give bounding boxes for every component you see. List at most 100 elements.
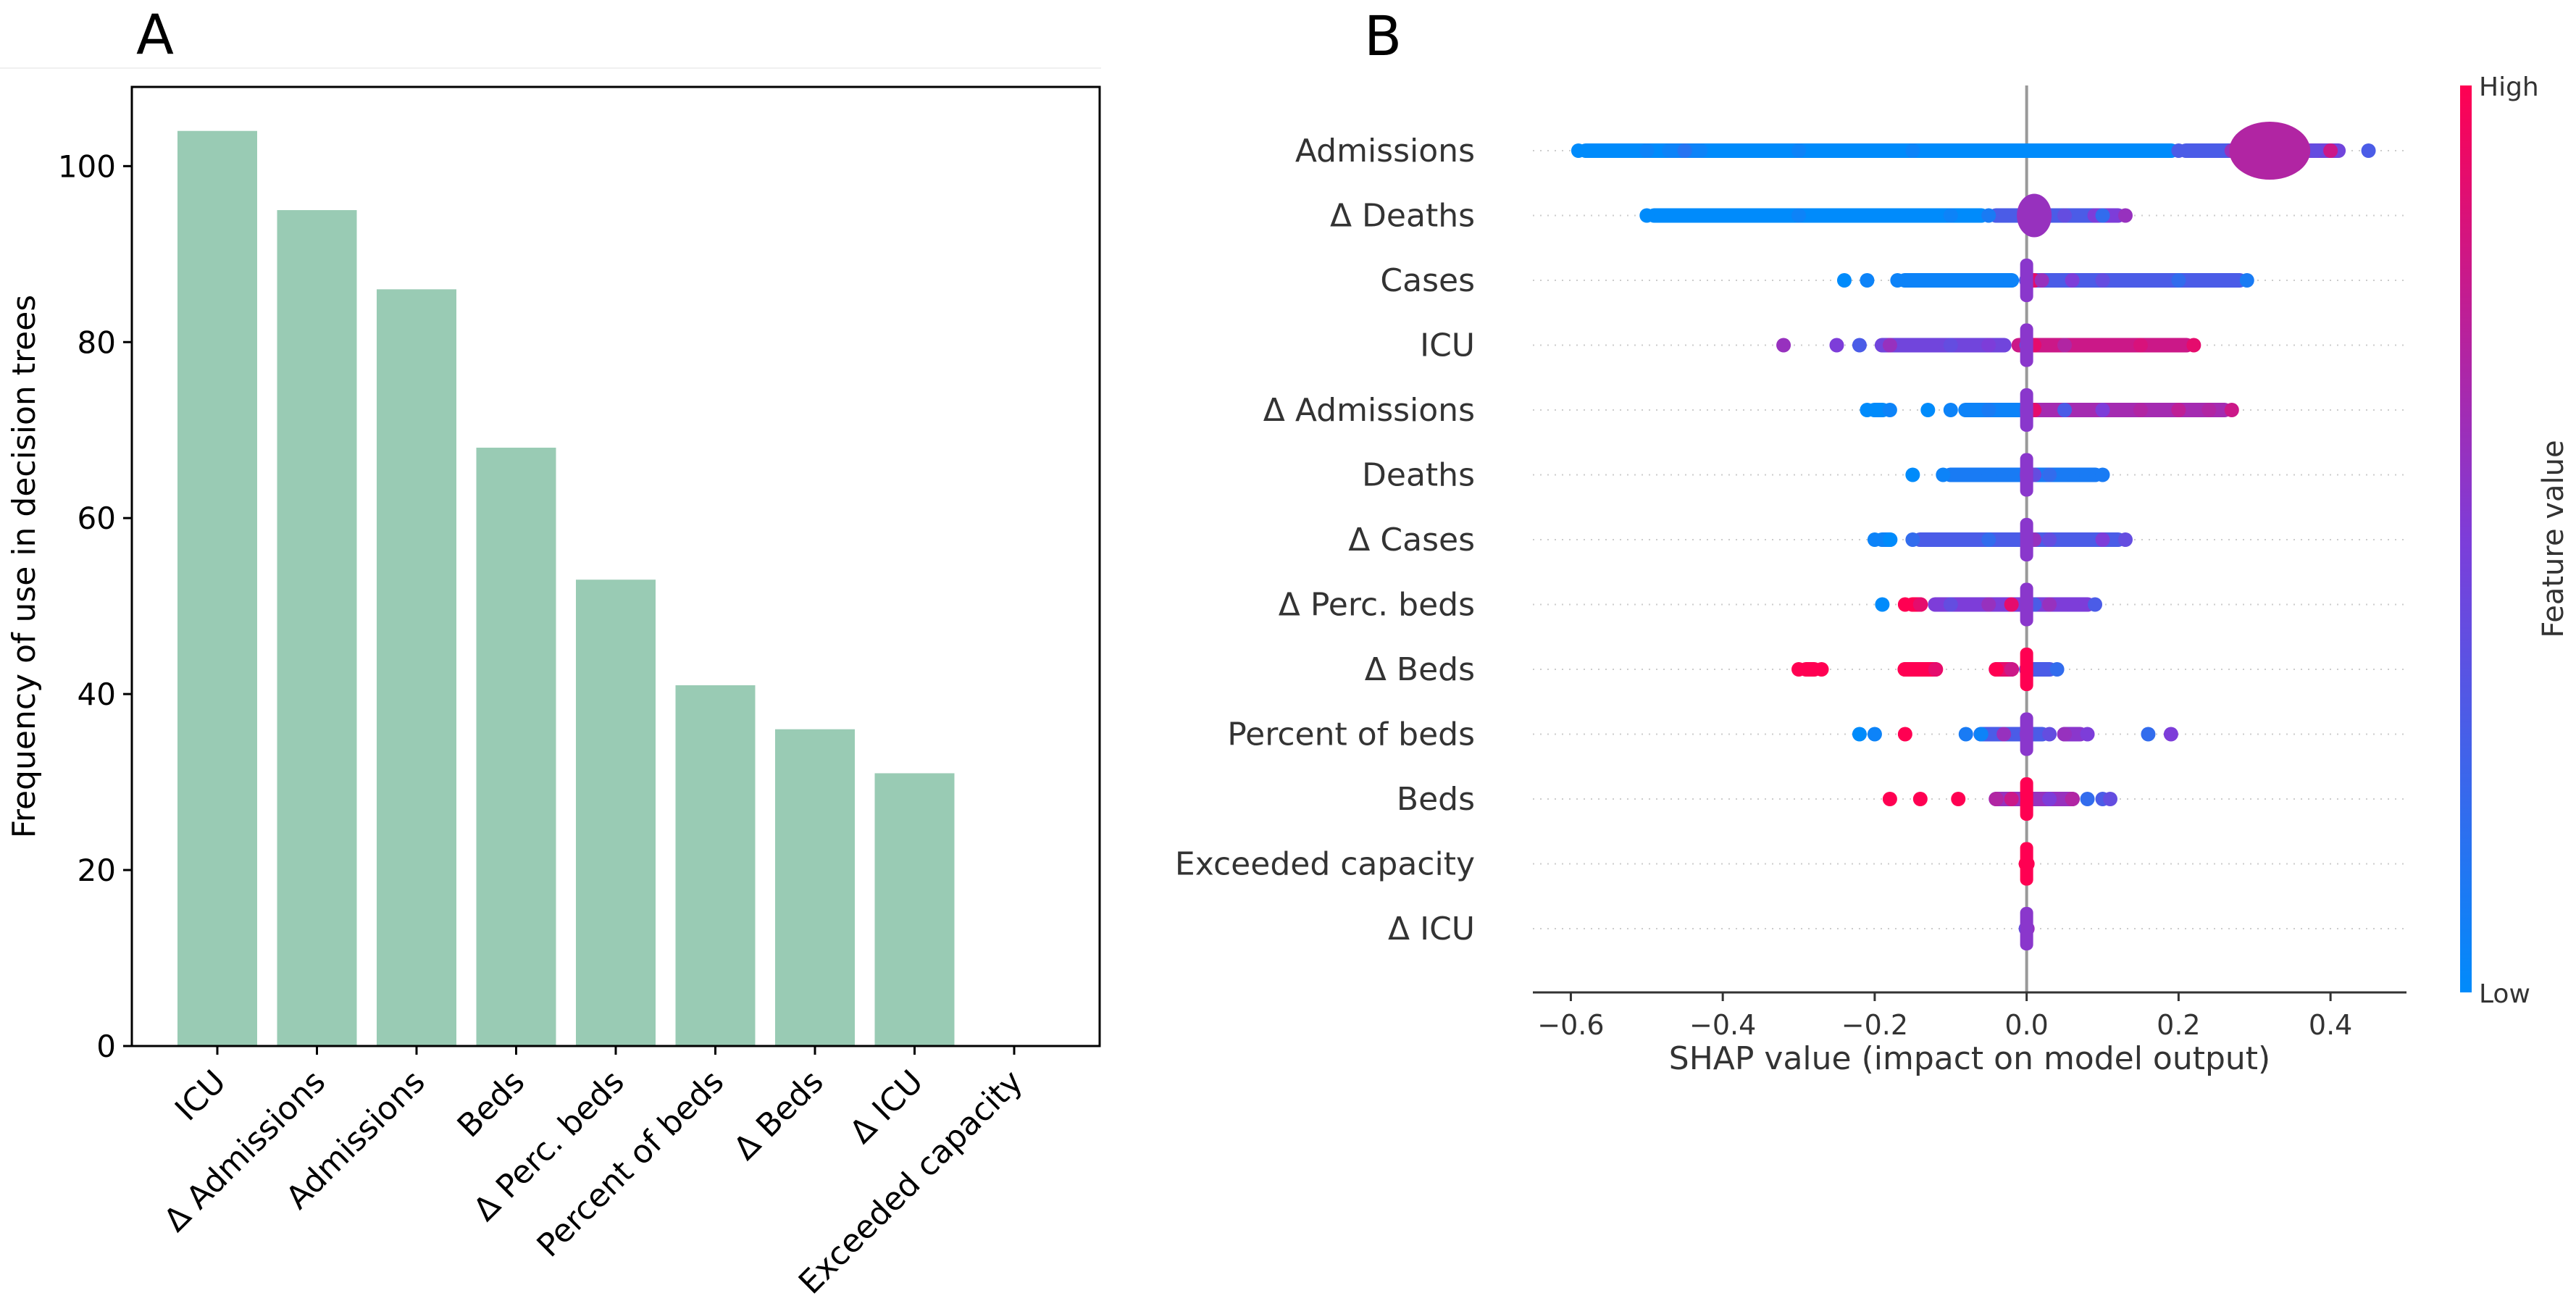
shap-point [1836, 273, 1852, 288]
shap-point [1943, 403, 1958, 417]
shap-point [1860, 273, 1875, 288]
shap-point [1639, 143, 1655, 158]
shap-point [1943, 208, 1958, 223]
shap-point [1905, 467, 1920, 482]
feature-label-delta-deaths: Δ Deaths [1330, 198, 1475, 235]
shap-points [1571, 122, 2376, 950]
feature-label-delta-perc-beds: Δ Perc. beds [1279, 587, 1475, 624]
shap-point [1973, 727, 1989, 742]
shap-point [2186, 338, 2201, 353]
shap-point [2141, 727, 2156, 742]
feature-label-delta-admissions: Δ Admissions [1263, 392, 1475, 429]
shap-point [1776, 338, 1791, 353]
shap-point [1882, 403, 1897, 417]
feature-label-deaths: Deaths [1362, 457, 1475, 494]
shap-point [2004, 662, 2019, 677]
shap-point [2308, 143, 2323, 158]
shap-point [1852, 727, 1867, 742]
shap-point [1814, 662, 1829, 677]
shap-point [1791, 143, 1807, 158]
shap-point [2103, 792, 2118, 806]
shap-point [2049, 662, 2065, 677]
shap-point [2133, 403, 2148, 417]
x-axis-ticks: −0.6 −0.4 −0.2 0.0 0.2 0.4 [1537, 992, 2352, 1041]
shap-point [1989, 662, 2004, 677]
shap-point [2057, 338, 2073, 353]
shap-point [1829, 338, 1844, 353]
shap-point [1890, 273, 1905, 288]
y-axis-label: Frequency of use in decision trees [6, 295, 43, 838]
dense-cluster [2020, 842, 2033, 886]
shap-point [2080, 792, 2095, 806]
shap-point [1882, 338, 1897, 353]
shap-point [1905, 143, 1920, 158]
shap-point [1867, 532, 1882, 547]
shap-point [1875, 597, 1890, 612]
y-tick-label: 20 [78, 853, 116, 888]
feature-label-delta-cases: Δ Cases [1348, 522, 1475, 559]
bar-icu [177, 130, 257, 1047]
shap-point [1639, 208, 1655, 223]
shap-point [2080, 727, 2095, 742]
shap-point [2133, 338, 2148, 353]
dense-cluster [2020, 259, 2033, 302]
feature-row-delta-icu [2018, 907, 2035, 950]
shap-point [2133, 273, 2148, 288]
x-tick-label: 0.4 [2309, 1009, 2352, 1041]
y-axis-ticks: 0 20 40 60 80 100 [58, 148, 132, 1064]
panel-a-letter: A [136, 2, 174, 67]
x-tick-label-percent-of-beds: Percent of beds [530, 1063, 732, 1265]
shap-point [1928, 662, 1943, 677]
point-band [1874, 338, 2012, 353]
feature-row-delta-admissions [1860, 388, 2239, 432]
shap-point [2224, 403, 2239, 417]
x-tick-label-beds: Beds [451, 1063, 532, 1145]
bar-delta-perc-beds [576, 580, 656, 1046]
shap-point [1897, 597, 1912, 612]
shap-point [2095, 467, 2110, 482]
point-band [1647, 208, 1989, 223]
shap-point [2042, 532, 2057, 547]
shap-point [1981, 597, 1996, 612]
x-axis-label: SHAP value (impact on model output) [1669, 1040, 2270, 1077]
y-tick-label: 0 [96, 1029, 116, 1064]
dense-cluster [2020, 907, 2033, 950]
bar-delta-beds [775, 729, 855, 1046]
bar-group [177, 130, 955, 1047]
shap-beeswarm-chart: Admissions Δ Deaths Cases ICU Δ Admissions De… [1175, 72, 2570, 1077]
feature-row-delta-deaths [1639, 193, 2133, 238]
shap-point [2171, 338, 2186, 353]
shap-point [1860, 403, 1875, 417]
shap-point [2217, 273, 2232, 288]
shap-point [1897, 727, 1912, 742]
x-tick-label: −0.2 [1841, 1009, 1908, 1041]
shap-point [2042, 727, 2057, 742]
shap-point [2004, 792, 2019, 806]
shap-point [2117, 532, 2133, 547]
shap-point [1981, 338, 1996, 353]
dense-cluster [2020, 518, 2033, 561]
feature-labels: Admissions Δ Deaths Cases ICU Δ Admissions De… [1175, 133, 1475, 947]
feature-row-deaths [1905, 453, 2110, 497]
dense-cluster [2020, 388, 2033, 432]
shap-point [2201, 403, 2217, 417]
shap-point [2004, 597, 2019, 612]
feature-row-exceeded-capacity [2018, 842, 2035, 886]
shap-point [2095, 208, 2110, 223]
shap-point [2361, 143, 2376, 158]
shap-point [2171, 403, 2186, 417]
colorbar-low-label: Low [2479, 979, 2530, 1009]
shap-point [1920, 403, 1936, 417]
shap-point [1897, 662, 1912, 677]
colorbar-title: Feature value [2537, 440, 2570, 637]
point-band [1897, 273, 2020, 288]
shap-point [1958, 727, 1973, 742]
feature-label-admissions: Admissions [1295, 133, 1475, 170]
shap-point [2095, 338, 2110, 353]
shap-point [2042, 792, 2057, 806]
shap-point [2088, 597, 2103, 612]
shap-point [1791, 662, 1807, 677]
